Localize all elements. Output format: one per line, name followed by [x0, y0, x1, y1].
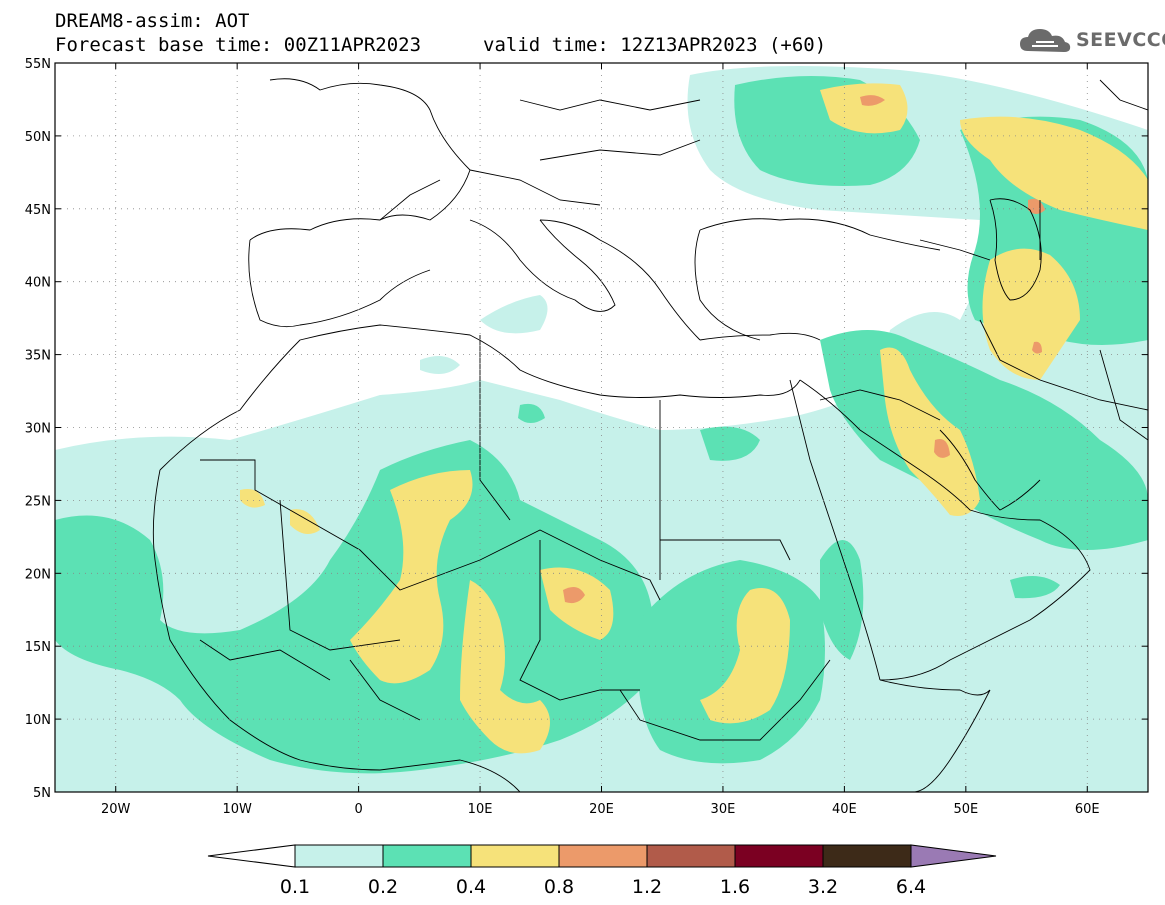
aot-level-0-8: [563, 95, 1045, 604]
lat-tick-label: 50N: [25, 130, 51, 145]
colorbar-label: 1.6: [720, 876, 750, 898]
lat-tick-label: 5N: [33, 786, 51, 801]
lon-tick-label: 30E: [711, 802, 736, 817]
colorbar-swatch: [646, 844, 736, 868]
valid-time: valid time: 12Z13APR2023 (+60): [483, 34, 827, 56]
colorbar-swatch: [558, 844, 648, 868]
colorbar-swatch: [294, 844, 384, 868]
lat-tick-label: 55N: [25, 57, 51, 72]
colorbar-label: 0.8: [544, 876, 574, 898]
lon-tick-label: 50E: [953, 802, 978, 817]
colorbar-label: 3.2: [808, 876, 838, 898]
lat-tick-label: 25N: [25, 494, 51, 509]
colorbar-swatch: [470, 844, 560, 868]
colorbar-label: 0.2: [368, 876, 398, 898]
lon-tick-label: 0: [354, 802, 362, 817]
lon-tick-label: 10W: [222, 802, 252, 817]
base-time: Forecast base time: 00Z11APR2023: [55, 34, 422, 56]
colorbar-swatch: [734, 844, 824, 868]
lon-tick-label: 10E: [468, 802, 493, 817]
colorbar-label: 0.1: [280, 876, 310, 898]
graticule: [55, 63, 1148, 792]
colorbar-label: 1.2: [632, 876, 662, 898]
colorbar-under-arrow: [207, 844, 296, 868]
map-title: DREAM8-assim: AOT: [55, 10, 250, 32]
seevccc-logo: SEEVCCC: [1018, 24, 1165, 56]
lat-tick-label: 35N: [25, 349, 51, 364]
cloud-logo-icon: [1020, 29, 1071, 52]
lon-tick-label: 20E: [589, 802, 614, 817]
lat-tick-label: 30N: [25, 422, 51, 437]
colorbar-label: 6.4: [896, 876, 926, 898]
lon-tick-label: 20W: [101, 802, 131, 817]
colorbar-over-arrow: [910, 844, 997, 868]
colorbar-swatch: [822, 844, 912, 868]
colorbar-label: 0.4: [456, 876, 486, 898]
country-borders: [152, 78, 1148, 792]
lat-tick-label: 45N: [25, 203, 51, 218]
logo-text: SEEVCCC: [1076, 29, 1165, 51]
lon-tick-label: 40E: [832, 802, 857, 817]
aot-shading: [55, 66, 1148, 792]
colorbar-swatch: [382, 844, 472, 868]
lat-tick-label: 15N: [25, 640, 51, 655]
lon-tick-label: 60E: [1075, 802, 1100, 817]
lat-tick-label: 40N: [25, 276, 51, 291]
axis-ticks: 20W 10W 0 10E 20E 30E 40E 50E 60E 55N 50N 45N 40N 35N…: [25, 57, 1148, 817]
aot-level-0-4: [240, 83, 1148, 754]
lat-tick-label: 20N: [25, 567, 51, 582]
lat-tick-label: 10N: [25, 713, 51, 728]
colorbar: 0.1 0.2 0.4 0.8 1.2 1.6 3.2 6.4: [207, 844, 997, 898]
